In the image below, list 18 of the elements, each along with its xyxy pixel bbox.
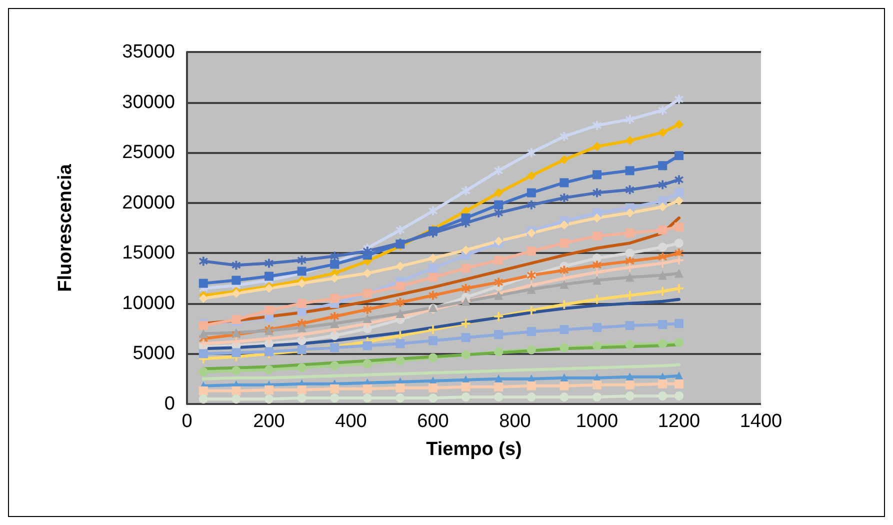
x-tick-label: 600 [417,411,449,432]
x-tick-label: 1200 [658,411,700,432]
y-axis-title: Fluorescencia [55,164,76,292]
y-tick-label: 10000 [122,292,175,314]
x-tick-label: 400 [335,411,367,432]
y-tick-label: 20000 [122,192,175,214]
y-tick-label: 35000 [122,42,175,62]
x-tick-label: 1400 [740,411,782,432]
y-tick-label: 30000 [122,92,175,113]
y-tick-label: 0 [164,394,175,414]
x-tick-label: 800 [499,411,531,432]
y-tick-label: 15000 [122,242,175,264]
x-tick-label: 200 [253,411,285,432]
x-tick-label: 1000 [576,411,618,432]
y-tick-label: 5000 [132,343,175,364]
x-axis-title: Tiempo (s) [426,439,522,460]
x-tick-label: 0 [182,411,192,432]
y-tick-label: 25000 [122,142,175,164]
